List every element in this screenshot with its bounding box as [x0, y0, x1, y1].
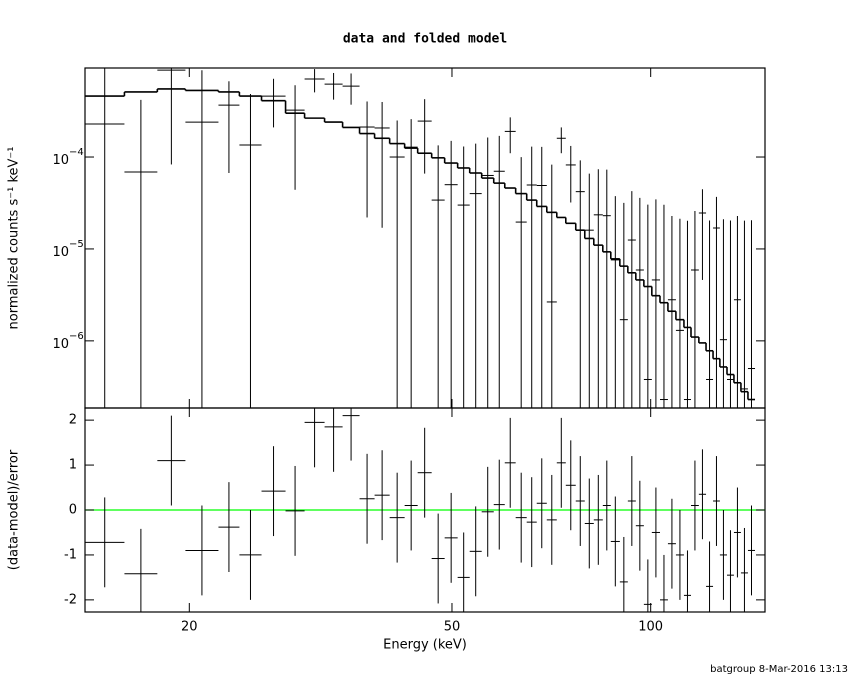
- bottom-plot: [85, 408, 765, 612]
- y-tick-base: 10: [52, 244, 69, 259]
- top-plot: [85, 68, 756, 408]
- x-tick-label: 20: [181, 620, 198, 635]
- x-tick-label: 50: [444, 620, 461, 635]
- y-tick-label: -2: [64, 592, 77, 607]
- y-tick-label: -1: [64, 547, 77, 562]
- y-axis-label: normalized counts s⁻¹ keV⁻¹: [7, 147, 22, 330]
- x-tick-label: 100: [638, 620, 663, 635]
- y-tick-label: 1: [69, 458, 77, 473]
- y-tick-base: 10: [52, 153, 69, 168]
- x-axis-label: Energy (keV): [383, 638, 467, 653]
- y-tick-label: 10: [52, 244, 69, 259]
- y-tick-label: 10: [52, 153, 69, 168]
- y-tick-exponent: −6: [69, 331, 84, 342]
- y-tick-label: 0: [69, 503, 77, 518]
- y-axis-label: (data-model)/error: [7, 449, 22, 570]
- y-tick-exponent: −4: [69, 147, 84, 158]
- y-tick-label: 2: [69, 413, 77, 428]
- y-tick-base: 10: [52, 336, 69, 351]
- y-tick-label: 10: [52, 336, 69, 351]
- chart-title: data and folded model: [343, 32, 507, 47]
- y-tick-exponent: −5: [69, 239, 84, 250]
- footer: batgroup 8-Mar-2016 13:13: [710, 664, 848, 675]
